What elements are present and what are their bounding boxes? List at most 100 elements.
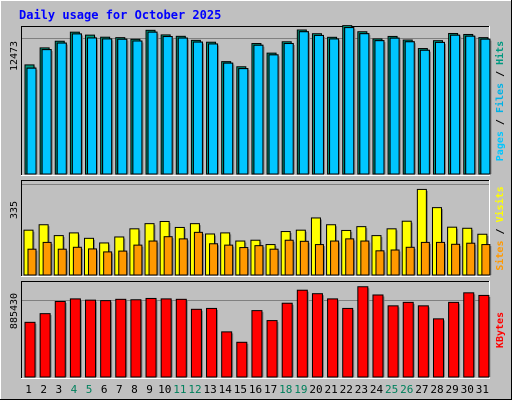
kbytes-bar bbox=[85, 299, 97, 378]
x-tick-label: 28 bbox=[430, 383, 443, 396]
hits-files-pages-panel-y-axis-label: Pages / Files / Hits bbox=[494, 41, 506, 161]
pages-bar bbox=[419, 49, 430, 175]
pages-bar bbox=[223, 62, 234, 175]
x-tick-label: 8 bbox=[131, 383, 138, 396]
kbytes-bar bbox=[115, 298, 127, 378]
hits-files-pages-panel-y-label-separator: / bbox=[495, 65, 506, 83]
hits-files-pages-panel-y-tick-label: 12473 bbox=[9, 41, 20, 71]
kbytes-bar bbox=[160, 298, 172, 378]
sites-bar bbox=[254, 245, 264, 276]
pages-bar bbox=[41, 49, 52, 175]
x-tick-label: 20 bbox=[309, 383, 322, 396]
pages-bar bbox=[480, 38, 491, 175]
kbytes-bar bbox=[100, 300, 112, 378]
pages-bar bbox=[298, 31, 309, 175]
sites-bar bbox=[481, 244, 491, 276]
x-tick-label: 7 bbox=[116, 383, 123, 396]
sites-bar bbox=[420, 241, 430, 276]
pages-bar bbox=[434, 41, 445, 175]
kbytes-bar bbox=[236, 341, 248, 378]
pages-bar bbox=[56, 42, 67, 175]
x-tick-label: 23 bbox=[355, 383, 368, 396]
x-tick-label: 11 bbox=[173, 383, 186, 396]
kbytes-bar bbox=[24, 321, 36, 378]
pages-bar bbox=[313, 34, 324, 175]
visits-sites-panel-y-label-visits: Visits bbox=[494, 186, 506, 222]
kbytes-bar bbox=[39, 313, 51, 378]
sites-bar bbox=[133, 244, 143, 276]
pages-bar bbox=[450, 34, 461, 175]
pages-bar bbox=[147, 31, 158, 175]
x-tick-label: 18 bbox=[279, 383, 292, 396]
sites-bar bbox=[360, 240, 370, 276]
sites-bar bbox=[330, 240, 340, 276]
sites-bar bbox=[345, 238, 355, 276]
x-tick-label: 29 bbox=[446, 383, 459, 396]
kbytes-bar bbox=[175, 298, 187, 378]
x-tick-label: 17 bbox=[264, 383, 277, 396]
x-tick-label: 3 bbox=[56, 383, 63, 396]
kbytes-panel-y-axis-label: KBytes bbox=[495, 312, 506, 348]
x-tick-label: 14 bbox=[219, 383, 233, 396]
pages-bar bbox=[87, 37, 98, 175]
pages-bar bbox=[268, 54, 279, 175]
x-tick-label: 30 bbox=[461, 383, 474, 396]
pages-bar bbox=[102, 38, 113, 175]
kbytes-bar bbox=[190, 308, 202, 378]
sites-bar bbox=[178, 238, 188, 276]
x-tick-label: 25 bbox=[385, 383, 398, 396]
x-tick-label: 1 bbox=[25, 383, 32, 396]
pages-bar bbox=[344, 27, 355, 175]
hits-files-pages-panel-y-label-hits: Hits bbox=[494, 41, 506, 65]
x-tick-label: 24 bbox=[370, 383, 384, 396]
hits-files-pages-panel-y-label-separator: / bbox=[495, 113, 506, 131]
kbytes-bar bbox=[478, 294, 490, 378]
kbytes-panel-y-tick-label: 885430 bbox=[9, 293, 20, 329]
x-tick-label: 4 bbox=[71, 383, 78, 396]
pages-bar bbox=[465, 35, 476, 175]
kbytes-bar bbox=[402, 301, 414, 378]
sites-bar bbox=[209, 243, 219, 276]
pages-bar bbox=[192, 41, 203, 175]
pages-bar bbox=[283, 43, 294, 175]
kbytes-bar bbox=[448, 301, 460, 378]
x-tick-label: 9 bbox=[146, 383, 153, 396]
pages-bar bbox=[404, 41, 415, 175]
x-tick-label: 2 bbox=[40, 383, 47, 396]
sites-bar bbox=[405, 246, 415, 276]
kbytes-bar bbox=[387, 305, 399, 378]
sites-bar bbox=[284, 239, 294, 276]
pages-bar bbox=[177, 37, 188, 175]
visits-sites-panel-y-axis-label: Sites / Visits bbox=[494, 186, 506, 270]
sites-bar bbox=[27, 248, 37, 276]
pages-bar bbox=[71, 33, 82, 175]
kbytes-bar bbox=[417, 305, 429, 378]
kbytes-bar bbox=[357, 286, 369, 378]
sites-bar bbox=[118, 250, 128, 276]
pages-bar bbox=[117, 38, 128, 175]
sites-bar bbox=[72, 246, 82, 276]
kbytes-bar bbox=[327, 298, 339, 378]
kbytes-bar bbox=[54, 300, 66, 378]
hits-files-pages-panel-y-label-files: Files bbox=[494, 83, 506, 113]
kbytes-bar bbox=[296, 289, 308, 378]
sites-bar bbox=[390, 249, 400, 276]
x-tick-label: 13 bbox=[203, 383, 216, 396]
pages-bar bbox=[162, 36, 173, 175]
kbytes-bar bbox=[463, 292, 475, 378]
x-tick-label: 22 bbox=[340, 383, 353, 396]
sites-bar bbox=[148, 240, 158, 276]
sites-bar bbox=[239, 247, 249, 276]
sites-bar bbox=[466, 242, 476, 276]
kbytes-bar bbox=[311, 293, 323, 378]
kbytes-panel-y-label-kbytes: KBytes bbox=[495, 312, 506, 348]
x-tick-label: 27 bbox=[415, 383, 428, 396]
kbytes-bar bbox=[266, 320, 278, 378]
kbytes-bar bbox=[130, 299, 142, 378]
sites-bar bbox=[375, 250, 385, 276]
x-tick-label: 15 bbox=[234, 383, 247, 396]
x-tick-label: 19 bbox=[294, 383, 307, 396]
kbytes-bar bbox=[69, 298, 81, 378]
pages-bar bbox=[132, 40, 143, 175]
